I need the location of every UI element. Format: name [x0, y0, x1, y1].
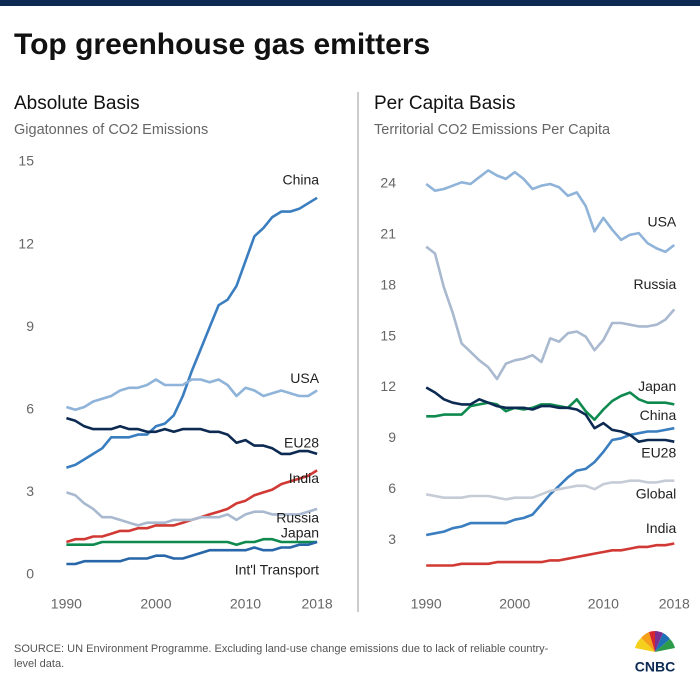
series-line — [66, 378, 318, 412]
series-label: China — [640, 407, 677, 423]
series-line — [66, 196, 318, 469]
series-label: Japan — [638, 378, 676, 394]
series-label: USA — [290, 370, 319, 386]
series-line — [425, 169, 676, 254]
series-label: Japan — [281, 525, 319, 541]
series-line — [426, 542, 675, 567]
series-label: Russia — [276, 510, 319, 526]
x-tick-label: 2010 — [230, 596, 261, 612]
x-tick-label: 1990 — [411, 596, 442, 612]
y-tick-label: 6 — [388, 480, 396, 496]
y-tick-label: 9 — [388, 429, 396, 445]
series-label: China — [282, 171, 319, 187]
x-tick-label: 2000 — [499, 596, 530, 612]
series-line — [426, 391, 675, 421]
series-line — [66, 491, 318, 527]
y-tick-label: 0 — [26, 566, 34, 582]
page-title: Top greenhouse gas emitters — [14, 28, 430, 61]
x-tick-label: 2018 — [302, 596, 333, 612]
series-label: USA — [647, 214, 676, 230]
series-label: India — [289, 470, 320, 486]
series-line — [425, 426, 675, 537]
y-tick-label: 3 — [26, 483, 34, 499]
series-label: India — [646, 520, 677, 536]
y-tick-label: 6 — [26, 401, 34, 417]
series-label: Int'l Transport — [235, 562, 319, 578]
y-tick-label: 15 — [380, 327, 396, 343]
x-tick-label: 2018 — [659, 596, 690, 612]
panel-title: Absolute Basis — [14, 93, 140, 114]
x-tick-label: 2000 — [140, 596, 171, 612]
top-bar — [0, 0, 700, 6]
series-line — [66, 540, 318, 566]
y-tick-label: 12 — [380, 378, 396, 394]
panel-title: Per Capita Basis — [374, 93, 516, 114]
logo: CNBC — [635, 631, 675, 675]
y-tick-label: 21 — [380, 226, 396, 242]
y-tick-label: 24 — [380, 175, 396, 191]
y-tick-label: 18 — [380, 276, 396, 292]
series-line — [66, 469, 318, 544]
series-label: Russia — [633, 276, 676, 292]
x-tick-label: 2010 — [588, 596, 619, 612]
panel-subtitle: Gigatonnes of CO2 Emissions — [14, 122, 208, 138]
series-line — [425, 479, 675, 501]
series-label: Global — [636, 485, 676, 501]
series-line — [66, 537, 318, 546]
panel-subtitle: Territorial CO2 Emissions Per Capita — [374, 122, 611, 138]
y-tick-label: 12 — [18, 235, 34, 251]
x-tick-label: 1990 — [51, 596, 82, 612]
y-tick-label: 9 — [26, 318, 34, 334]
y-tick-label: 15 — [18, 153, 34, 169]
series-line — [66, 416, 318, 456]
source-note: SOURCE: UN Environment Programme. Exclud… — [14, 643, 549, 670]
logo-text: CNBC — [635, 659, 675, 675]
series-label: EU28 — [284, 435, 319, 451]
series-label: EU28 — [641, 444, 676, 460]
series-line — [425, 386, 675, 443]
series-line — [425, 245, 676, 381]
y-tick-label: 3 — [388, 531, 396, 547]
